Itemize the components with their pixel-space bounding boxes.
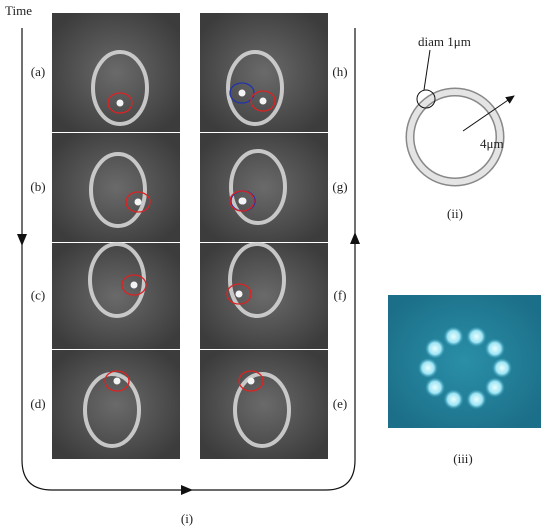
micrograph [52, 243, 180, 349]
panel-label: (h) [332, 64, 347, 79]
figure-label: (iii) [453, 451, 473, 466]
bead [239, 90, 246, 97]
micrographs: (a) (b) (c) (d) (h) (g) (f) (e) [30, 13, 347, 459]
bead [239, 198, 246, 205]
panel-label: (c) [31, 287, 45, 302]
panel-label: (a) [31, 64, 45, 79]
diameter-label: diam 1μm [418, 34, 471, 49]
bead [114, 378, 121, 385]
radius-label: 4μm [480, 136, 504, 151]
fluorescent-bead [485, 377, 505, 397]
micrograph [52, 13, 180, 132]
bead [117, 100, 124, 107]
arrow-head [181, 485, 193, 495]
bead [248, 378, 255, 385]
figure-label: (i) [181, 511, 193, 526]
panel-label: (d) [30, 396, 45, 411]
figure-label: (ii) [447, 206, 463, 221]
page: Time (a) (b) (c) (d) (h) (g) (f) (e) (i) diam 1… [0, 0, 557, 530]
panel-label: (b) [30, 179, 45, 194]
fluorescence-image [388, 295, 541, 428]
micrograph [200, 13, 328, 132]
fluorescent-bead [492, 358, 512, 378]
leader-line [424, 50, 430, 90]
fluorescent-bead [466, 327, 486, 347]
bead [135, 199, 142, 206]
micrograph [52, 350, 180, 459]
panel-label: (g) [332, 179, 347, 194]
fluorescent-bead [425, 377, 445, 397]
micrograph [200, 350, 328, 459]
fluorescent-bead [485, 339, 505, 359]
time-label: Time [5, 3, 32, 18]
fluorescent-bead [425, 339, 445, 359]
panel-label: (e) [333, 396, 347, 411]
bead [131, 282, 138, 289]
micrograph [200, 133, 328, 242]
figure: Time (a) (b) (c) (d) (h) (g) (f) (e) (i) diam 1… [0, 0, 557, 530]
bead [236, 291, 243, 298]
arrow-head [350, 232, 360, 244]
fluorescent-bead [466, 389, 486, 409]
panel-label: (f) [334, 287, 347, 302]
bead [260, 98, 267, 105]
fluorescent-bead [444, 327, 464, 347]
fluorescent-bead [418, 358, 438, 378]
arrow-head [17, 234, 27, 246]
fluorescent-bead [444, 389, 464, 409]
micrograph [200, 243, 328, 349]
